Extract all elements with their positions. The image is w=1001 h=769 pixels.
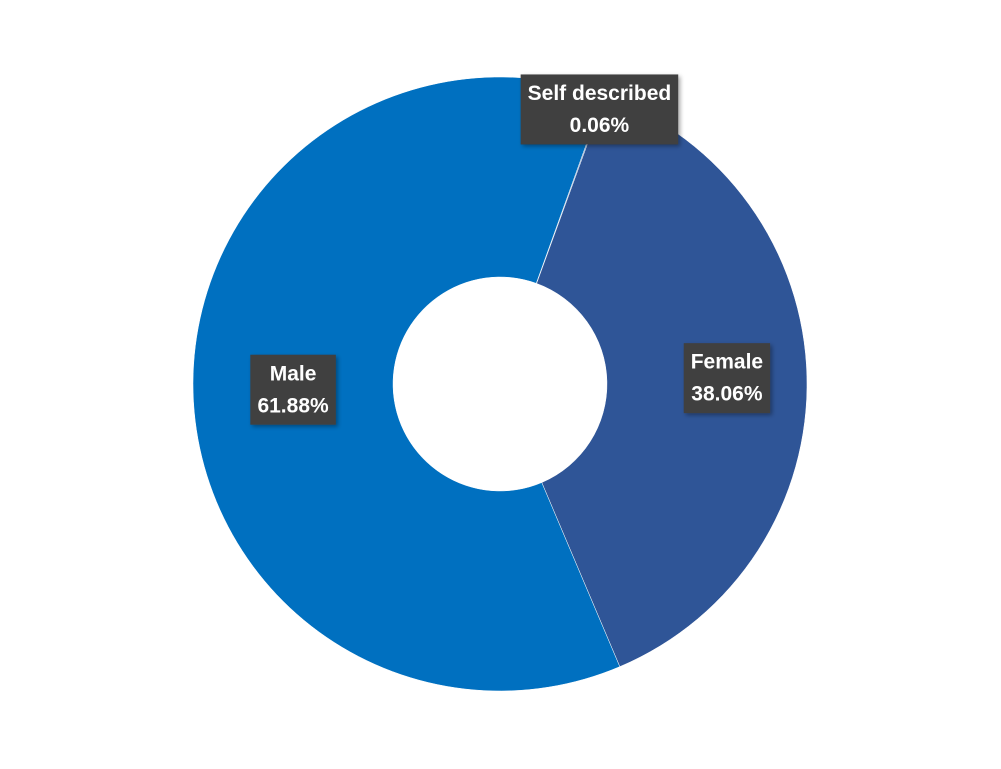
data-label: Self described 0.06%: [520, 74, 679, 145]
data-label-value: 61.88%: [257, 394, 329, 417]
data-label-name: Female: [691, 351, 763, 374]
donut-slice: [536, 95, 808, 667]
data-label: Male 61.88%: [250, 354, 336, 425]
data-label-name: Self described: [528, 82, 672, 105]
data-label-name: Male: [270, 362, 317, 385]
data-label-value: 0.06%: [570, 114, 630, 137]
data-label: Female 38.06%: [683, 343, 771, 414]
data-label-value: 38.06%: [691, 383, 763, 406]
data-label-box: [520, 74, 679, 145]
data-label-box: [683, 343, 771, 414]
donut-slice: [192, 76, 621, 692]
data-label-box: [250, 354, 336, 425]
